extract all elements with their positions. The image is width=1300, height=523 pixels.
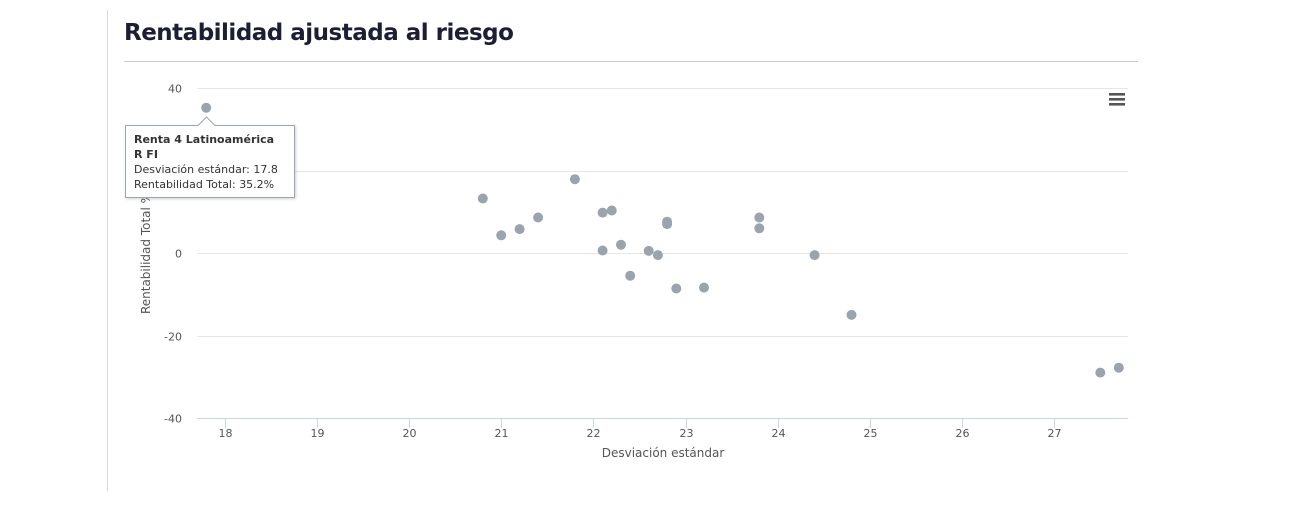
data-point[interactable]: [809, 250, 820, 261]
data-point[interactable]: [754, 212, 765, 223]
data-point[interactable]: [652, 250, 663, 261]
data-point[interactable]: [597, 245, 608, 256]
page-title: Rentabilidad ajustada al riesgo: [124, 20, 514, 46]
tooltip-std-dev: Desviación estándar: 17.8: [134, 163, 278, 176]
data-point[interactable]: [533, 212, 544, 223]
data-point[interactable]: [846, 309, 857, 320]
x-tick-label: 20: [403, 427, 417, 440]
data-point[interactable]: [606, 205, 617, 216]
data-point[interactable]: [496, 230, 507, 241]
data-point[interactable]: [625, 270, 636, 281]
x-tick-label: 22: [587, 427, 601, 440]
data-point[interactable]: [569, 174, 580, 185]
y-axis-label: Rentabilidad Total %: [139, 192, 153, 314]
x-axis-label: Desviación estándar: [602, 446, 725, 460]
x-axis: 18 19 20 21 22 23 24 25 26 27: [197, 418, 1128, 440]
chart-menu-icon[interactable]: [1109, 93, 1125, 107]
data-point[interactable]: [597, 207, 608, 218]
x-tick-label: 26: [956, 427, 970, 440]
data-point[interactable]: [643, 245, 654, 256]
y-tick-label: -20: [164, 331, 182, 344]
data-point[interactable]: [671, 283, 682, 294]
x-tick-label: 19: [311, 427, 325, 440]
x-tick-label: 27: [1048, 427, 1062, 440]
y-tick-label: 40: [168, 83, 182, 96]
left-border-rule: [107, 10, 108, 491]
x-tick-label: 18: [219, 427, 233, 440]
data-point[interactable]: [201, 102, 212, 113]
data-point[interactable]: [1113, 362, 1124, 373]
data-point[interactable]: [662, 219, 673, 230]
data-point[interactable]: [477, 193, 488, 204]
x-tick-label: 23: [680, 427, 694, 440]
x-tick-label: 21: [495, 427, 509, 440]
y-tick-label: 0: [175, 248, 182, 261]
data-point[interactable]: [514, 224, 525, 235]
tooltip-return: Rentabilidad Total: 35.2%: [134, 178, 275, 191]
data-point[interactable]: [699, 282, 709, 293]
point-tooltip: Renta 4 Latinoamérica R FI Desviación es…: [125, 116, 295, 198]
x-tick-label: 24: [772, 427, 786, 440]
y-tick-label: -40: [164, 413, 182, 426]
x-tick-label: 25: [864, 427, 878, 440]
data-points: [201, 102, 1124, 378]
data-point[interactable]: [754, 223, 765, 234]
title-divider: [124, 61, 1138, 62]
data-point[interactable]: [1095, 367, 1106, 378]
data-point[interactable]: [616, 239, 626, 250]
tooltip-title: Renta 4 Latinoamérica R FI: [134, 133, 275, 161]
